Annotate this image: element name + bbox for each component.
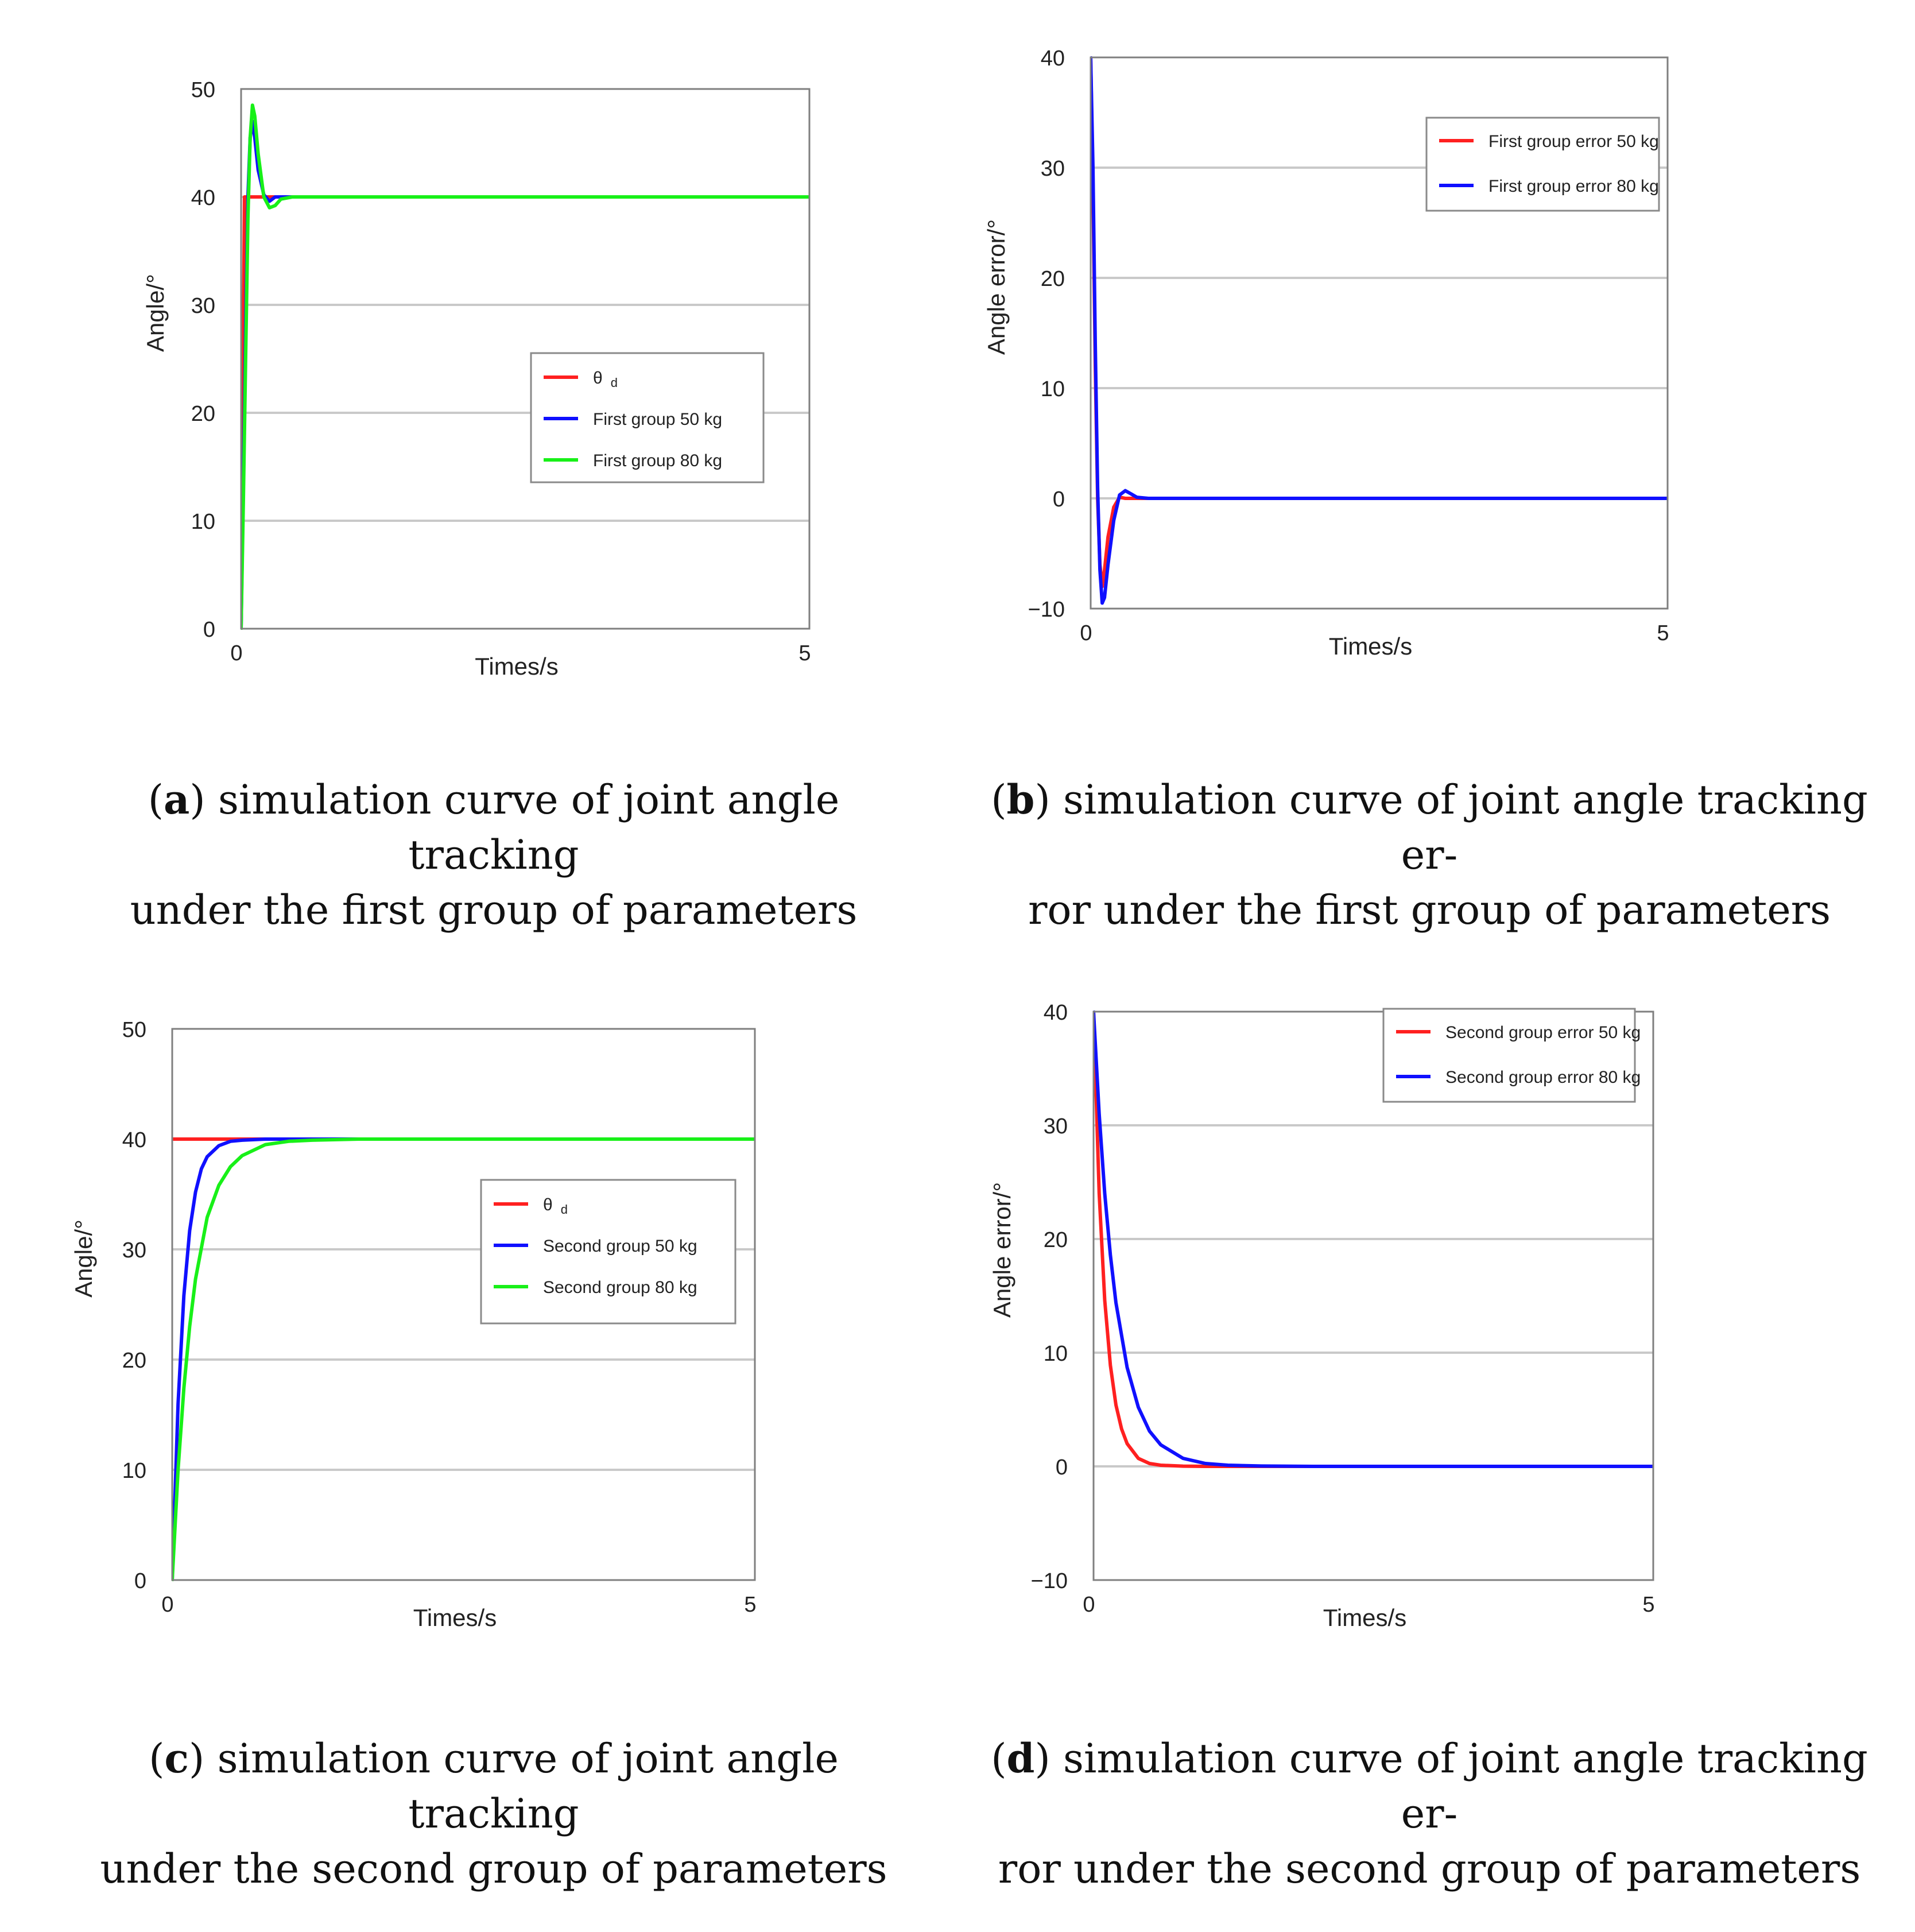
x-tick-label: 0	[1080, 621, 1092, 645]
caption-d-line1: simulation curve of joint angle tracking…	[1063, 1735, 1868, 1837]
y-tick-label: 20	[1041, 267, 1065, 291]
series-group	[241, 103, 809, 630]
legend-box	[1425, 117, 1660, 212]
caption-c-letter: c	[164, 1734, 189, 1782]
x-tick-label: 5	[1642, 1593, 1654, 1617]
chart-d-svg: −10 0 10 20 30 40 0 5 Times/s Angle error/° Second…	[988, 1001, 1655, 1631]
y-tick-label: 30	[1041, 157, 1065, 181]
chart-panel-c: 0 10 20 30 40 50 0 5 Times/s Angle/° θ d Second grou…	[57, 988, 804, 1642]
y-axis-label: Angle error/°	[988, 1182, 1015, 1318]
y-tick-label: 50	[122, 1018, 146, 1042]
legend-label: Second group error 80 kg	[1445, 1068, 1641, 1087]
y-tick-label: −10	[1031, 1569, 1068, 1593]
legend-label: First group 50 kg	[593, 410, 722, 429]
caption-c: (c) simulation curve of joint angle trac…	[100, 1734, 887, 1892]
y-tick-label: 40	[191, 186, 215, 210]
caption-a-line2: under the first group of parameters	[130, 886, 858, 934]
chart-panel-b: −10 0 10 20 30 40 0 5 Times/s Angle error/° First …	[970, 29, 1734, 677]
caption-d-line2: ror under the second group of parameters	[998, 1845, 1861, 1892]
series-group	[1091, 56, 1668, 605]
y-axis-label: Angle/°	[70, 1219, 97, 1298]
series-group	[1094, 1010, 1653, 1468]
x-tick-label: 5	[1657, 621, 1669, 645]
y-tick-label: 10	[191, 510, 215, 534]
caption-d: (d) simulation curve of joint angle trac…	[991, 1734, 1868, 1892]
y-tick-label: 20	[122, 1349, 146, 1373]
x-tick-label: 0	[230, 641, 242, 665]
series-group	[172, 1137, 755, 1581]
caption-b: (b) simulation curve of joint angle trac…	[991, 776, 1868, 934]
chart-panel-a: 0 10 20 30 40 50 0 5 Times/s Angle/° θ d First group…	[86, 46, 832, 695]
caption-a-line1: simulation curve of joint angle tracking	[218, 776, 840, 878]
x-axis-label: Times/s	[1329, 633, 1412, 660]
caption-c-line1: simulation curve of joint angle tracking	[217, 1735, 839, 1837]
legend-label: Second group 80 kg	[543, 1278, 697, 1297]
caption-b-line1: simulation curve of joint angle tracking…	[1063, 776, 1868, 878]
legend-label: Second group error 50 kg	[1445, 1023, 1641, 1042]
caption-a: (a) simulation curve of joint angle trac…	[130, 776, 858, 934]
y-tick-label: −10	[1028, 598, 1065, 622]
chart-panel-d: −10 0 10 20 30 40 0 5 Times/s Angle error/° Second…	[970, 976, 1734, 1642]
legend: First group error 50 kg First group error…	[1425, 117, 1660, 212]
y-tick-label: 40	[122, 1128, 146, 1152]
caption-b-line2: ror under the first group of parameters	[1028, 886, 1831, 934]
series-line-3	[241, 103, 809, 630]
y-tick-label: 20	[191, 402, 215, 426]
y-tick-label: 30	[122, 1238, 146, 1263]
legend-label-subscript: d	[561, 1202, 568, 1217]
plot-frame	[1092, 1010, 1654, 1581]
y-tick-label: 30	[191, 294, 215, 318]
legend-label: Second group 50 kg	[543, 1237, 697, 1256]
x-axis-label: Times/s	[1323, 1604, 1406, 1631]
caption-d-letter: d	[1006, 1734, 1035, 1782]
series-line-2	[1091, 56, 1668, 605]
y-axis-label: Angle error/°	[983, 219, 1010, 355]
y-tick-label: 30	[1044, 1114, 1068, 1139]
y-tick-label: 10	[122, 1459, 146, 1483]
y-axis-label: Angle/°	[142, 274, 169, 352]
legend-label: First group error 80 kg	[1488, 177, 1659, 196]
y-tick-label: 50	[191, 78, 215, 102]
chart-b-svg: −10 0 10 20 30 40 0 5 Times/s Angle error/° First …	[983, 47, 1669, 660]
x-tick-label: 5	[798, 641, 811, 665]
caption-a-letter: a	[164, 776, 190, 823]
caption-c-line2: under the second group of parameters	[100, 1845, 887, 1892]
legend-label: First group 80 kg	[593, 451, 722, 470]
legend-label-subscript: d	[611, 375, 618, 390]
series-line-1	[1094, 1010, 1653, 1468]
x-axis-label: Times/s	[413, 1604, 497, 1631]
legend-label: First group error 50 kg	[1488, 132, 1659, 151]
y-tick-label: 10	[1041, 377, 1065, 401]
x-tick-label: 5	[744, 1593, 756, 1617]
y-tick-label: 20	[1044, 1228, 1068, 1252]
y-tick-label: 10	[1044, 1342, 1068, 1366]
plot-frame	[171, 1028, 756, 1581]
x-tick-label: 0	[161, 1593, 173, 1617]
x-tick-label: 0	[1083, 1593, 1095, 1617]
series-line-3	[172, 1137, 755, 1581]
y-tick-label: 0	[1053, 487, 1065, 512]
x-axis-label: Times/s	[475, 653, 558, 680]
series-line-2	[1094, 1010, 1653, 1468]
y-tick-label: 40	[1041, 47, 1065, 71]
y-tick-label: 40	[1044, 1001, 1068, 1025]
plot-frame	[1090, 56, 1669, 610]
y-tick-label: 0	[1056, 1455, 1068, 1480]
series-line-2	[172, 1137, 755, 1581]
plot-frame	[240, 88, 811, 630]
caption-b-letter: b	[1006, 776, 1035, 823]
y-tick-label: 0	[203, 618, 215, 642]
legend: Second group error 50 kg Second group err…	[1382, 1008, 1641, 1103]
legend-box	[1382, 1008, 1636, 1103]
y-tick-label: 0	[134, 1569, 146, 1593]
